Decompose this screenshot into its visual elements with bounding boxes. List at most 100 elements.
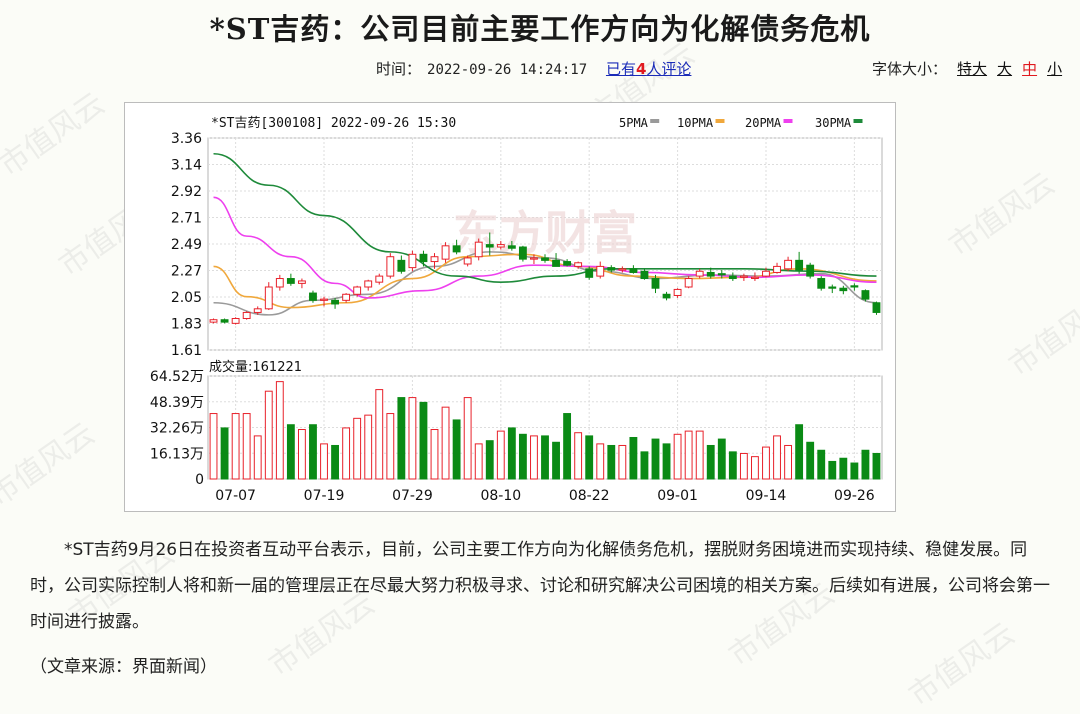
volume-bar <box>320 443 328 480</box>
font-size-option-large[interactable]: 大 <box>997 60 1013 78</box>
candle-body <box>353 286 362 295</box>
font-size-option-small[interactable]: 小 <box>1047 60 1063 78</box>
volume-bar <box>507 427 516 480</box>
volume-bar <box>762 446 770 480</box>
volume-bar <box>585 435 594 480</box>
font-size-option-xlarge[interactable]: 特大 <box>957 60 988 78</box>
comments-link[interactable]: 已有4人评论 <box>606 60 691 78</box>
candle-body <box>209 319 218 323</box>
date-tick-label: 07-07 <box>215 488 256 504</box>
candle-body <box>640 270 649 280</box>
candle-body <box>651 278 660 289</box>
time-label: 时间： <box>376 60 422 78</box>
candle-body <box>430 256 439 263</box>
article-body: *ST吉药9月26日在投资者互动平台表示，目前，公司主要工作方向为化解债务危机，… <box>30 532 1060 640</box>
font-size-option-medium[interactable]: 中 <box>1022 60 1038 78</box>
candle-body <box>364 280 373 288</box>
candle-body <box>408 253 417 269</box>
volume-bar <box>850 462 859 480</box>
volume-bar <box>275 381 284 480</box>
volume-bar <box>386 413 395 480</box>
volume-bar <box>607 444 616 480</box>
price-tick-label: 2.05 <box>171 290 202 306</box>
price-tick-label: 2.71 <box>171 211 202 227</box>
candle-body <box>618 268 627 271</box>
candle-body <box>629 268 638 273</box>
volume-bar <box>242 413 251 480</box>
candle-body <box>673 288 682 296</box>
volume-tick-label: 64.52万 <box>150 369 204 385</box>
volume-bar <box>463 397 472 480</box>
price-tick-label: 2.49 <box>171 237 202 253</box>
date-tick-label: 09-01 <box>657 488 698 504</box>
volume-bar <box>651 438 660 480</box>
volume-bar <box>541 435 549 480</box>
date-tick-label: 08-10 <box>480 488 521 504</box>
legend-label: 30PMA <box>815 116 852 130</box>
volume-bar <box>806 441 815 480</box>
volume-bar <box>673 433 682 480</box>
candle-body <box>817 278 826 289</box>
candle-body <box>441 245 450 260</box>
candle-body <box>474 241 483 258</box>
candle-body <box>286 278 295 284</box>
volume-tick-label: 0 <box>195 472 204 488</box>
candle-body <box>585 268 594 278</box>
candles <box>209 232 881 325</box>
candle-body <box>872 302 881 313</box>
candle-body <box>297 280 306 284</box>
volume-bar <box>828 460 837 480</box>
candle-body <box>751 276 759 280</box>
article-title: *ST吉药：公司目前主要工作方向为化解债务危机 <box>209 12 871 46</box>
volume-bar <box>331 444 339 480</box>
chart-title: *ST吉药[300108] 2022-09-26 15:30 <box>211 116 456 131</box>
volume-bar <box>209 413 218 480</box>
volume-bar <box>618 444 627 480</box>
candle-body <box>518 246 527 260</box>
date-tick-label: 09-26 <box>834 488 875 504</box>
volume-axis: 64.52万 48.39万 32.26万 16.13万 0 <box>150 369 204 488</box>
candle-body <box>309 292 317 301</box>
volume-bar <box>474 443 483 480</box>
volume-bar <box>684 430 693 480</box>
legend-swatch <box>650 119 660 123</box>
legend-label: 20PMA <box>745 116 782 130</box>
candle-body <box>861 290 870 300</box>
volume-bar <box>662 443 671 480</box>
date-tick-label: 09-14 <box>746 488 787 504</box>
candle-body <box>275 278 284 288</box>
price-tick-label: 2.27 <box>171 264 202 280</box>
article-meta: 时间： 2022-09-26 14:24:17 已有4人评论 <box>376 58 691 79</box>
candle-body <box>684 278 693 288</box>
volume-bar <box>784 444 793 480</box>
candle-body <box>739 275 748 278</box>
price-tick-label: 2.92 <box>171 184 202 200</box>
candle-body <box>220 319 229 323</box>
candle-body <box>530 257 538 260</box>
watermark-text: 市值风云 <box>1002 286 1080 384</box>
volume-bar <box>231 413 240 480</box>
comments-prefix: 已有 <box>605 60 636 78</box>
volume-bar <box>530 435 538 480</box>
candle-body <box>728 275 737 280</box>
price-axis: 3.36 3.14 2.92 2.71 2.49 2.27 2.05 1.83 1.61 <box>171 131 202 359</box>
date-tick-label: 07-19 <box>304 488 345 504</box>
candle-body <box>452 245 461 253</box>
candle-body <box>552 259 560 267</box>
candle-body <box>828 286 837 289</box>
volume-bar <box>397 397 406 480</box>
ma-line-30pma <box>213 152 877 283</box>
article-paragraph: *ST吉药9月26日在投资者互动平台表示，目前，公司主要工作方向为化解债务危机，… <box>30 540 1050 632</box>
chart-logo-watermark: 东方财富 <box>453 206 637 260</box>
price-tick-label: 1.61 <box>171 343 202 359</box>
legend-label: 5PMA <box>619 116 649 130</box>
volume-tick-label: 48.39万 <box>150 395 204 411</box>
comments-count: 4 <box>635 60 647 78</box>
candle-body <box>253 308 262 313</box>
candle-body <box>574 262 583 267</box>
candle-body <box>706 271 715 277</box>
volume-bar <box>375 389 384 480</box>
candle-body <box>541 257 549 261</box>
volume-bar <box>264 390 273 480</box>
volume-bar <box>861 449 870 480</box>
